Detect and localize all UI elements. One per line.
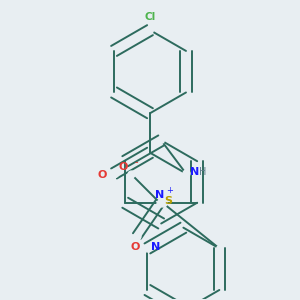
Text: +: + — [166, 186, 173, 195]
Text: O: O — [119, 162, 128, 172]
Text: N: N — [151, 242, 160, 252]
Text: H: H — [200, 167, 207, 177]
Text: N: N — [190, 167, 199, 177]
Text: S: S — [164, 196, 172, 206]
Text: O: O — [130, 242, 140, 252]
Text: -: - — [134, 157, 138, 166]
Text: Cl: Cl — [144, 12, 156, 22]
Text: O: O — [98, 170, 107, 180]
Text: N: N — [155, 190, 164, 200]
